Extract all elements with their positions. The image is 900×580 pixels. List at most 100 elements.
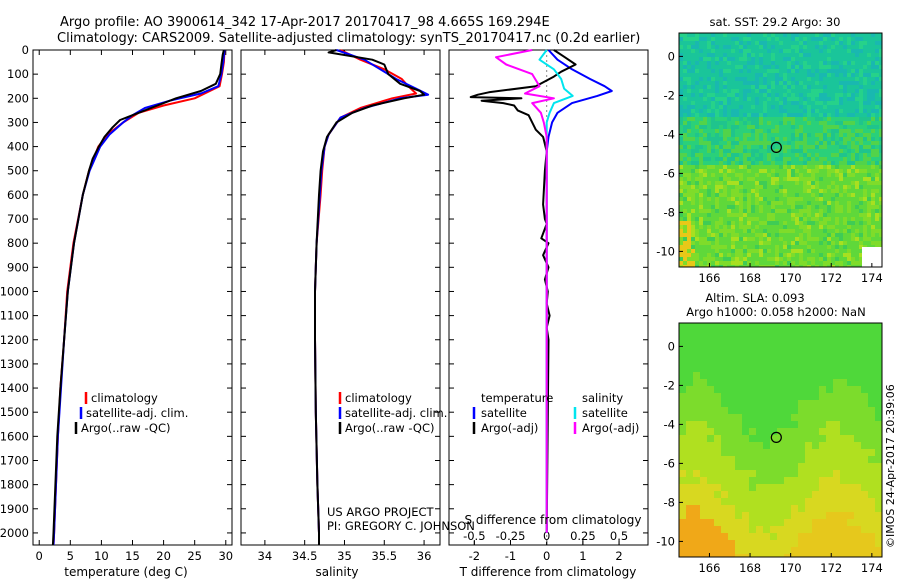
heatmap-cell xyxy=(819,49,823,53)
heatmap-cell xyxy=(763,161,767,165)
heatmap-cell xyxy=(831,89,835,93)
heatmap-cell xyxy=(747,257,751,261)
heatmap-cell xyxy=(679,177,683,181)
heatmap-cell xyxy=(779,237,783,241)
heatmap-cell xyxy=(679,233,683,237)
heatmap-cell xyxy=(715,137,719,141)
heatmap-cell xyxy=(771,33,775,37)
heatmap-cell xyxy=(767,153,771,157)
heatmap-cell xyxy=(855,213,859,217)
heatmap-cell xyxy=(747,133,751,137)
heatmap-cell xyxy=(695,129,699,133)
heatmap-cell xyxy=(819,253,823,257)
heatmap-cell xyxy=(807,221,811,225)
heatmap-cell xyxy=(703,245,707,249)
heatmap-cell xyxy=(863,229,867,233)
heatmap-cell xyxy=(867,105,871,109)
heatmap-cell xyxy=(728,330,735,337)
heatmap-cell xyxy=(699,161,703,165)
heatmap-cell xyxy=(779,69,783,73)
heatmap-cell xyxy=(719,213,723,217)
heatmap-cell xyxy=(843,253,847,257)
heatmap-cell xyxy=(727,169,731,173)
heatmap-cell xyxy=(807,121,811,125)
heatmap-cell xyxy=(779,101,783,105)
heatmap-cell xyxy=(823,153,827,157)
heatmap-cell xyxy=(777,505,784,512)
heatmap-cell xyxy=(775,53,779,57)
heatmap-cell xyxy=(679,435,686,442)
heatmap-cell xyxy=(791,245,795,249)
heatmap-cell xyxy=(755,133,759,137)
heatmap-cell xyxy=(711,237,715,241)
heatmap-cell xyxy=(707,449,714,456)
heatmap-cell xyxy=(731,205,735,209)
heatmap-cell xyxy=(749,498,756,505)
heatmap-cell xyxy=(735,344,742,351)
heatmap-cell xyxy=(807,249,811,253)
heatmap-cell xyxy=(700,379,707,386)
heatmap-cell xyxy=(787,57,791,61)
heatmap-cell xyxy=(711,65,715,69)
heatmap-cell xyxy=(749,449,756,456)
y-tick-label: -4 xyxy=(664,417,675,431)
heatmap-cell xyxy=(727,173,731,177)
heatmap-cell xyxy=(863,113,867,117)
heatmap-cell xyxy=(851,177,855,181)
heatmap-cell xyxy=(739,57,743,61)
heatmap-cell xyxy=(784,470,791,477)
heatmap-cell xyxy=(707,145,711,149)
heatmap-cell xyxy=(683,157,687,161)
heatmap-cell xyxy=(867,229,871,233)
heatmap-cell xyxy=(871,125,875,129)
heatmap-cell xyxy=(707,421,714,428)
heatmap-cell xyxy=(755,49,759,53)
heatmap-cell xyxy=(691,213,695,217)
heatmap-cell xyxy=(699,137,703,141)
heatmap-cell xyxy=(807,237,811,241)
heatmap-cell xyxy=(707,57,711,61)
heatmap-cell xyxy=(871,229,875,233)
heatmap-cell xyxy=(714,491,721,498)
heatmap-cell xyxy=(823,125,827,129)
heatmap-cell xyxy=(742,386,749,393)
heatmap-cell xyxy=(812,533,819,540)
heatmap-cell xyxy=(714,512,721,519)
heatmap-cell xyxy=(759,113,763,117)
heatmap-cell xyxy=(783,49,787,53)
heatmap-cell xyxy=(854,498,861,505)
heatmap-cell xyxy=(867,225,871,229)
heatmap-cell xyxy=(691,41,695,45)
heatmap-cell xyxy=(707,505,714,512)
heatmap-cell xyxy=(843,217,847,221)
heatmap-cell xyxy=(747,229,751,233)
heatmap-cell xyxy=(819,121,823,125)
heatmap-cell xyxy=(811,221,815,225)
heatmap-cell xyxy=(868,351,875,358)
heatmap-cell xyxy=(819,37,823,41)
heatmap-cell xyxy=(699,145,703,149)
heatmap-cell xyxy=(707,33,711,37)
heatmap-cell xyxy=(715,45,719,49)
heatmap-cell xyxy=(687,197,691,201)
heatmap-cell xyxy=(723,161,727,165)
heatmap-cell xyxy=(843,41,847,45)
heatmap-cell xyxy=(863,157,867,161)
heatmap-cell xyxy=(763,45,767,49)
heatmap-cell xyxy=(703,121,707,125)
heatmap-cell xyxy=(819,157,823,161)
heatmap-cell xyxy=(871,53,875,57)
heatmap-cell xyxy=(807,169,811,173)
heatmap-cell xyxy=(728,414,735,421)
heatmap-cell xyxy=(735,386,742,393)
difference-series xyxy=(469,49,613,533)
heatmap-cell xyxy=(855,233,859,237)
heatmap-cell xyxy=(719,261,723,265)
heatmap-cell xyxy=(779,141,783,145)
heatmap-cell xyxy=(875,477,882,484)
heatmap-cell xyxy=(735,41,739,45)
heatmap-cell xyxy=(851,41,855,45)
heatmap-cell xyxy=(699,253,703,257)
heatmap-cell xyxy=(847,261,851,265)
heatmap-cell xyxy=(715,73,719,77)
